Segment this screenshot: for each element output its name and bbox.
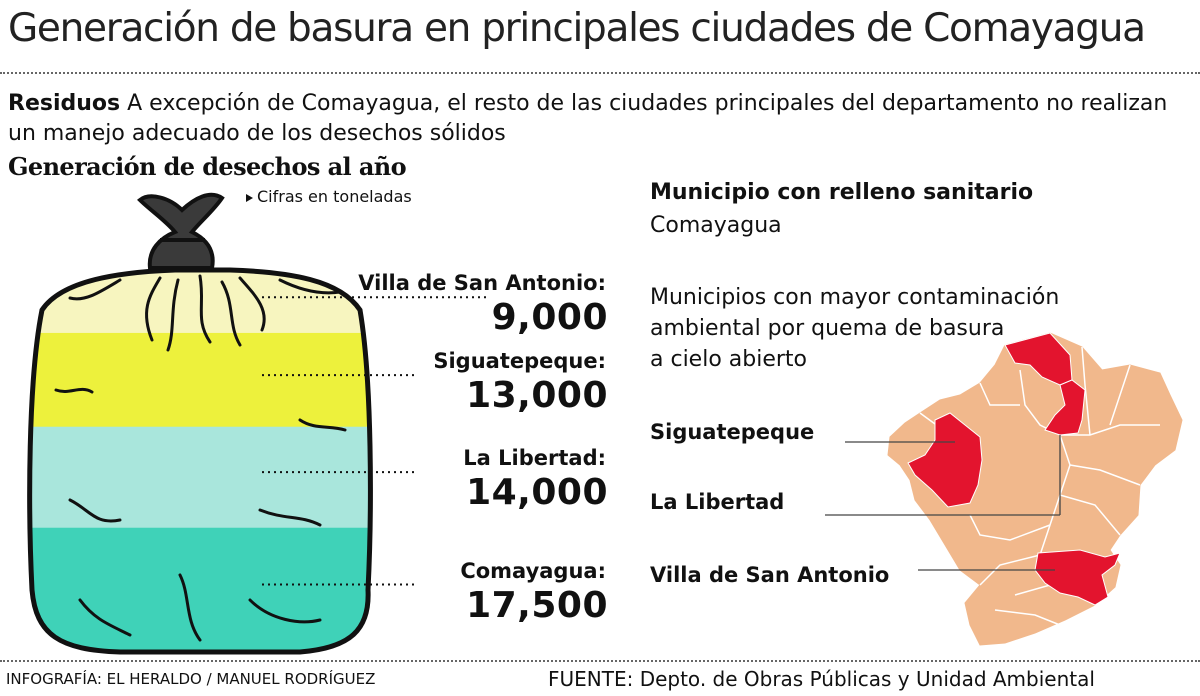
highlight-villa-de-san-antonio bbox=[1034, 549, 1121, 606]
garbage-bag-chart bbox=[27, 192, 488, 655]
highlight-la-libertad bbox=[1044, 379, 1086, 436]
map-leader-lines bbox=[825, 435, 1061, 571]
unit-note-text: Cifras en toneladas bbox=[257, 187, 412, 206]
lead-paragraph: Residuos A excepción de Comayagua, el re… bbox=[8, 89, 1198, 149]
map-regions bbox=[887, 332, 1183, 646]
page-title: Generación de basura en principales ciud… bbox=[8, 6, 1146, 51]
source: FUENTE: Depto. de Obras Públicas y Unida… bbox=[548, 667, 1095, 691]
footer-divider bbox=[0, 660, 1200, 662]
category-value: 14,000 bbox=[466, 472, 608, 514]
map-label-la-libertad: La Libertad bbox=[650, 490, 785, 514]
contamination-line-3: a cielo abierto bbox=[650, 347, 808, 372]
map-label-villa-de-san-antonio: Villa de San Antonio bbox=[650, 563, 890, 587]
contamination-line-2: ambiental por quema de basura bbox=[650, 316, 1005, 341]
bag-band-1 bbox=[29, 332, 371, 428]
category-label: Villa de San Antonio: bbox=[358, 271, 606, 296]
lead-keyword: Residuos bbox=[8, 91, 121, 116]
leader-lines bbox=[262, 296, 488, 586]
map-label-siguatepeque: Siguatepeque bbox=[650, 420, 815, 444]
bag-creases bbox=[54, 274, 347, 642]
category-label: La Libertad: bbox=[463, 446, 606, 471]
relleno-heading: Municipio con relleno sanitario bbox=[650, 180, 1034, 205]
bag-band-2 bbox=[29, 426, 371, 529]
category-label: Comayagua: bbox=[460, 558, 606, 583]
category-value: 9,000 bbox=[491, 297, 608, 339]
category-value: 17,500 bbox=[466, 584, 608, 626]
relleno-city: Comayagua bbox=[650, 213, 782, 238]
bag-fill-bands bbox=[29, 270, 371, 652]
bag-band-3 bbox=[29, 527, 371, 652]
title-divider bbox=[0, 72, 1200, 74]
unit-note: Cifras en toneladas bbox=[246, 187, 412, 206]
bag-band-0 bbox=[29, 270, 371, 334]
bag-outline bbox=[27, 267, 373, 655]
bag-knot bbox=[137, 192, 225, 270]
category-value: 13,000 bbox=[466, 375, 608, 417]
lead-text: A excepción de Comayagua, el resto de la… bbox=[8, 91, 1168, 146]
triangle-bullet-icon bbox=[246, 193, 253, 202]
credit: INFOGRAFÍA: EL HERALDO / MANUEL RODRÍGUE… bbox=[6, 670, 376, 688]
contamination-line-1: Municipios con mayor contaminación bbox=[650, 285, 1060, 310]
chart-subhead: Generación de desechos al año bbox=[8, 152, 407, 181]
comayagua-map bbox=[825, 332, 1183, 646]
category-label: Siguatepeque: bbox=[433, 349, 606, 374]
highlight-siguatepeque bbox=[907, 412, 983, 508]
